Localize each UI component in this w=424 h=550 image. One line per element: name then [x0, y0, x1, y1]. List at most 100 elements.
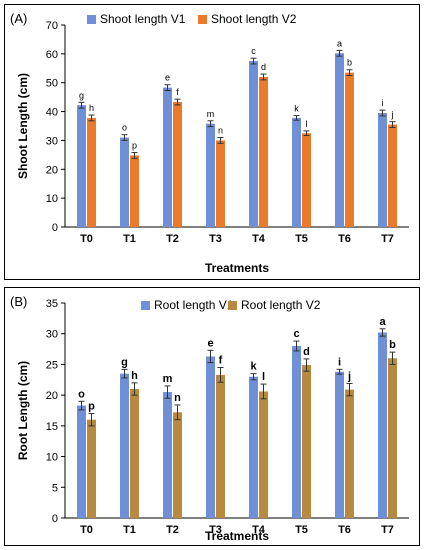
significance-letter: l	[262, 371, 265, 383]
x-tick-label: T4	[252, 233, 266, 245]
bar	[259, 76, 268, 227]
panel-label: (B)	[10, 294, 27, 309]
significance-letter: k	[250, 361, 257, 373]
x-tick-label: T0	[80, 233, 93, 245]
y-tick-label: 15	[46, 421, 58, 433]
x-tick-label: T1	[123, 524, 136, 536]
y-tick-label: 20	[46, 164, 58, 176]
x-tick-label: T4	[252, 524, 266, 536]
y-tick-label: 30	[46, 329, 58, 341]
significance-letter: g	[121, 356, 128, 368]
bar	[206, 356, 215, 518]
bar	[259, 391, 268, 518]
bar	[173, 102, 182, 227]
y-axis-title: Root Length (cm)	[16, 361, 30, 460]
bar	[302, 365, 311, 518]
y-axis-title: Shoot Length (cm)	[16, 73, 30, 179]
bar	[87, 117, 96, 227]
bar	[378, 113, 387, 227]
bar	[335, 371, 344, 518]
significance-letter: l	[306, 119, 308, 129]
y-tick-label: 10	[46, 452, 58, 464]
legend-swatch	[198, 15, 207, 24]
x-tick-label: T3	[209, 524, 222, 536]
significance-letter: d	[303, 346, 310, 358]
y-tick-label: 70	[46, 20, 58, 32]
bar	[292, 346, 301, 518]
bar	[292, 117, 301, 227]
bar	[77, 405, 86, 518]
bar	[216, 140, 225, 227]
bar	[120, 373, 129, 518]
significance-letter: b	[389, 339, 396, 351]
significance-letter: k	[294, 104, 299, 114]
bar	[77, 105, 86, 227]
x-axis-title: Treatments	[205, 261, 269, 275]
significance-letter: m	[163, 373, 173, 385]
significance-letter: i	[338, 356, 341, 368]
y-tick-label: 20	[46, 390, 58, 402]
x-tick-label: T7	[381, 524, 394, 536]
bar	[388, 124, 397, 227]
significance-letter: f	[176, 87, 179, 97]
x-tick-label: T5	[295, 524, 308, 536]
x-tick-label: T7	[381, 233, 394, 245]
bar	[206, 123, 215, 227]
significance-letter: o	[78, 388, 85, 400]
significance-letter: i	[382, 98, 384, 108]
y-tick-label: 25	[46, 359, 58, 371]
significance-letter: b	[347, 58, 352, 68]
x-tick-label: T2	[166, 233, 179, 245]
legend-swatch	[141, 301, 150, 310]
y-tick-label: 50	[46, 78, 58, 90]
significance-letter: e	[207, 337, 213, 349]
bar	[173, 412, 182, 518]
significance-letter: g	[79, 90, 84, 100]
significance-letter: a	[379, 316, 386, 328]
x-axis-title: Treatments	[205, 529, 269, 543]
significance-letter: m	[207, 109, 215, 119]
bar	[345, 389, 354, 518]
shoot-length-chart: (A) 0 10 20 30 40 50 60 70 Shoot Length (cm) Treat…	[10, 11, 409, 275]
y-tick-label: 0	[52, 222, 58, 234]
bar	[249, 61, 258, 228]
x-tick-label: T6	[338, 233, 351, 245]
bar	[378, 332, 387, 518]
legend-label: Root length V1	[154, 298, 234, 312]
significance-letter: f	[219, 355, 223, 367]
bar	[87, 419, 96, 518]
significance-letter: d	[261, 62, 266, 72]
y-tick-label: 0	[52, 513, 58, 525]
significance-letter: n	[174, 392, 181, 404]
root-length-chart-panel: (B) 0 5 10 15 20 25 30 35 Root Length (cm) Treatme…	[4, 287, 420, 546]
significance-letter: j	[347, 370, 351, 382]
bar	[130, 389, 139, 518]
legend-label: Shoot length V1	[100, 12, 186, 26]
y-tick-label: 35	[46, 298, 58, 310]
significance-letter: c	[251, 46, 256, 56]
y-tick-label: 5	[52, 482, 58, 494]
y-tick-label: 10	[46, 193, 58, 205]
bar	[216, 374, 225, 518]
bar	[388, 358, 397, 518]
significance-letter: p	[88, 401, 95, 413]
bar	[345, 72, 354, 227]
significance-letter: h	[131, 370, 138, 382]
x-tick-label: T0	[80, 524, 93, 536]
y-tick-label: 60	[46, 49, 58, 61]
shoot-length-chart-panel: (A) 0 10 20 30 40 50 60 70 Shoot Length (cm) Treat…	[4, 4, 420, 280]
x-tick-label: T3	[209, 233, 222, 245]
bar	[163, 87, 172, 228]
x-tick-label: T1	[123, 233, 136, 245]
significance-letter: h	[89, 103, 94, 113]
bar	[335, 53, 344, 227]
panel-label: (A)	[10, 11, 27, 26]
y-tick-label: 30	[46, 135, 58, 147]
x-tick-label: T2	[166, 524, 179, 536]
root-length-chart: (B) 0 5 10 15 20 25 30 35 Root Length (cm) Treatme…	[10, 294, 409, 543]
x-tick-label: T6	[338, 524, 351, 536]
significance-letter: p	[132, 141, 137, 151]
bar	[302, 133, 311, 227]
legend-label: Shoot length V2	[211, 12, 297, 26]
significance-letter: o	[122, 123, 127, 133]
